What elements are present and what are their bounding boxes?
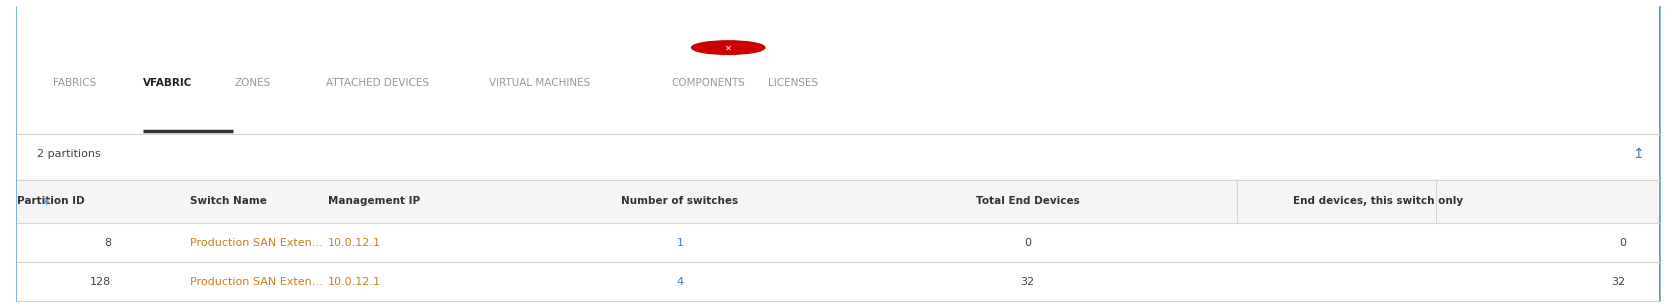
Text: FABRICS: FABRICS [53, 78, 97, 88]
Text: 10.0.12.1: 10.0.12.1 [327, 277, 381, 286]
Text: Management IP: Management IP [327, 196, 421, 206]
Text: ZONES: ZONES [235, 78, 270, 88]
Text: 32: 32 [1020, 277, 1035, 286]
Circle shape [691, 41, 764, 54]
Text: ↥: ↥ [1632, 146, 1644, 161]
Text: 10.0.12.1: 10.0.12.1 [327, 238, 381, 247]
Text: VFABRIC: VFABRIC [144, 78, 192, 88]
Text: ATTACHED DEVICES: ATTACHED DEVICES [325, 78, 429, 88]
Text: Switch Name: Switch Name [190, 196, 267, 206]
Text: 32: 32 [1612, 277, 1626, 286]
Bar [17, 7, 1659, 13]
Bar [17, 134, 1659, 180]
Text: 128: 128 [90, 277, 112, 286]
Text: Total End Devices: Total End Devices [975, 196, 1080, 206]
Bar [17, 6, 1659, 134]
Text: 0: 0 [1023, 238, 1031, 247]
Bar [17, 180, 1659, 223]
Text: LICENSES: LICENSES [768, 78, 818, 88]
Text: 1: 1 [676, 238, 684, 247]
Text: Number of switches: Number of switches [621, 196, 739, 206]
Bar [17, 294, 1659, 300]
Text: VIRTUAL MACHINES: VIRTUAL MACHINES [489, 78, 591, 88]
Text: Production SAN Exten...: Production SAN Exten... [190, 238, 322, 247]
Text: 8: 8 [105, 238, 112, 247]
Bar [17, 262, 1659, 301]
Text: COMPONENTS: COMPONENTS [671, 78, 746, 88]
Text: ✕: ✕ [724, 43, 731, 52]
Text: Production SAN Exten...: Production SAN Exten... [190, 277, 322, 286]
Text: Partition ID: Partition ID [17, 196, 85, 206]
Text: 4: 4 [676, 277, 684, 286]
Text: End devices, this switch only: End devices, this switch only [1293, 196, 1464, 206]
Text: 0: 0 [1619, 238, 1626, 247]
Text: 2 partitions: 2 partitions [37, 149, 100, 158]
Bar [17, 223, 1659, 262]
